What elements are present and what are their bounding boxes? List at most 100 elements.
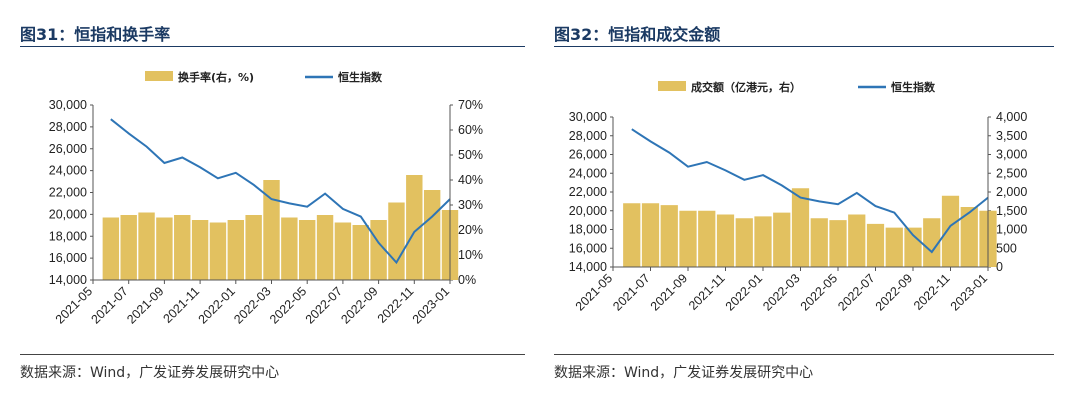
- left-axis-tick-label: 28,000: [569, 129, 607, 143]
- left-axis-tick-label: 26,000: [49, 142, 87, 156]
- bar: [174, 215, 191, 280]
- x-axis-tick-label: 2022-11: [375, 284, 417, 326]
- bar: [316, 215, 334, 280]
- bar: [352, 225, 369, 280]
- x-axis-tick-label: 2022-11: [911, 271, 953, 313]
- x-axis-tick-label: 2022-07: [303, 284, 345, 326]
- bar: [263, 180, 280, 280]
- x-axis-tick-label: 2021-05: [573, 271, 615, 313]
- bar: [923, 218, 941, 267]
- bar: [698, 210, 716, 267]
- left-axis-tick-label: 20,000: [569, 204, 607, 218]
- bar: [791, 188, 810, 267]
- left-axis-tick-label: 30,000: [49, 98, 87, 112]
- source-note: 数据来源：Wind，广发证券发展研究中心: [20, 365, 280, 381]
- bar: [245, 215, 262, 280]
- volume-chart: 成交额（亿港元，右） 恒生指数 30,000 28,000 26,000 24,000 22…: [569, 80, 1028, 314]
- index-line: [631, 128, 989, 254]
- x-axis-tick-label: 2022-01: [723, 271, 765, 313]
- x-axis-tick-label: 2021-05: [53, 284, 95, 326]
- x-axis-tick-label: 2023-01: [410, 284, 452, 326]
- right-axis-tick-label: 20%: [458, 223, 483, 237]
- bar: [102, 217, 120, 280]
- x-axis-tick-label: 2021-09: [648, 271, 690, 313]
- bar: [716, 214, 735, 267]
- bar: [641, 203, 660, 267]
- source-note: 数据来源：Wind，广发证券发展研究中心: [554, 365, 814, 381]
- bar: [334, 222, 352, 280]
- left-axis-tick-label: 14,000: [49, 273, 87, 287]
- legend-line-label: 恒生指数: [338, 70, 383, 84]
- bar: [810, 218, 828, 267]
- turnover-chart: 换手率(右，%) 恒生指数 30,000 28,000 26,000 24,000 22,0…: [49, 70, 483, 327]
- bar: [209, 222, 227, 280]
- source-rule: [554, 354, 1054, 355]
- right-axis-tick-label: 2,500: [996, 166, 1027, 180]
- title-rule: [554, 46, 1054, 47]
- left-axis-tick-label: 24,000: [49, 164, 87, 178]
- right-axis-tick-label: 50%: [458, 148, 483, 162]
- left-axis-tick-label: 26,000: [569, 148, 607, 162]
- bar: [406, 175, 423, 280]
- bar: [848, 214, 866, 267]
- bar: [754, 216, 772, 267]
- bar: [679, 210, 697, 267]
- left-axis-tick-label: 30,000: [569, 110, 607, 124]
- right-axis-tick-label: 10%: [458, 248, 483, 262]
- legend-bar-label: 换手率(右，%): [178, 70, 254, 84]
- x-axis-tick-label: 2022-09: [338, 284, 380, 326]
- x-axis-tick-label: 2023-01: [948, 271, 990, 313]
- bar: [120, 215, 137, 280]
- right-axis-tick-label: 60%: [458, 123, 483, 137]
- right-axis-tick-label: 3,500: [996, 129, 1027, 143]
- right-axis-tick-label: 0%: [458, 273, 476, 287]
- x-axis-tick-label: 2022-07: [835, 271, 877, 313]
- bar: [885, 227, 903, 267]
- bar: [773, 212, 791, 267]
- right-axis-tick-label: 0: [996, 260, 1003, 274]
- right-axis-tick-label: 1,000: [996, 223, 1027, 237]
- right-axis-tick-label: 2,000: [996, 185, 1027, 199]
- left-axis-tick-label: 28,000: [49, 120, 87, 134]
- bar: [227, 220, 245, 280]
- x-axis-tick-label: 2022-05: [267, 284, 309, 326]
- right-axis-tick-label: 500: [996, 241, 1017, 255]
- left-axis-tick-label: 20,000: [49, 207, 87, 221]
- bar: [623, 203, 641, 267]
- bar: [388, 202, 405, 280]
- right-axis-tick-label: 70%: [458, 98, 483, 112]
- figure-31: 图31：恒指和换手率 换手率(右，%) 恒生指数 30,000 28,000 26,00…: [20, 25, 525, 381]
- x-axis-tick-label: 2022-09: [873, 271, 915, 313]
- figure-title: 图31：恒指和换手率: [20, 25, 171, 44]
- left-axis-tick-label: 18,000: [49, 229, 87, 243]
- bar: [423, 190, 441, 280]
- bar: [138, 212, 155, 280]
- legend-bar-label: 成交额（亿港元，右）: [691, 80, 801, 94]
- legend-bar-swatch: [145, 71, 173, 81]
- bar: [866, 223, 885, 267]
- x-axis-tick-label: 2021-11: [686, 271, 728, 313]
- bar: [156, 217, 173, 280]
- bar: [829, 220, 847, 267]
- left-axis-tick-label: 22,000: [49, 186, 87, 200]
- right-axis-tick-label: 30%: [458, 198, 483, 212]
- left-axis-tick-label: 14,000: [569, 260, 607, 274]
- bar: [941, 195, 960, 267]
- legend-bar-swatch: [658, 81, 686, 91]
- source-rule: [20, 354, 525, 355]
- x-axis-tick-label: 2022-03: [231, 284, 273, 326]
- right-axis-tick-label: 40%: [458, 173, 483, 187]
- left-axis-tick-label: 18,000: [569, 223, 607, 237]
- bar: [281, 217, 298, 280]
- x-axis-tick-label: 2021-09: [124, 284, 166, 326]
- right-axis-tick-label: 1,500: [996, 204, 1027, 218]
- bar: [660, 205, 678, 267]
- figure-32: 图32：恒指和成交金额 成交额（亿港元，右） 恒生指数 30,000 28,000 26…: [540, 0, 1080, 409]
- right-axis-tick-label: 4,000: [996, 110, 1027, 124]
- right-axis-tick-label: 3,000: [996, 148, 1027, 162]
- index-line: [110, 118, 451, 265]
- bar: [735, 218, 753, 267]
- x-axis-tick-label: 2022-05: [798, 271, 840, 313]
- x-axis-tick-label: 2021-07: [88, 284, 130, 326]
- left-axis-tick-label: 22,000: [569, 185, 607, 199]
